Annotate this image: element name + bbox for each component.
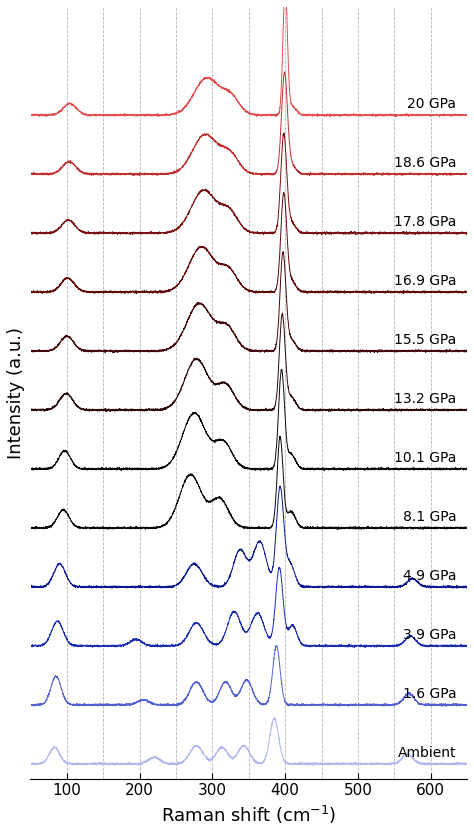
- Text: 3.9 GPa: 3.9 GPa: [402, 628, 456, 642]
- Text: 13.2 GPa: 13.2 GPa: [394, 392, 456, 407]
- Text: 17.8 GPa: 17.8 GPa: [394, 216, 456, 229]
- Y-axis label: Intensity (a.u.): Intensity (a.u.): [7, 327, 25, 459]
- Text: 8.1 GPa: 8.1 GPa: [402, 511, 456, 524]
- Text: Ambient: Ambient: [398, 746, 456, 761]
- X-axis label: Raman shift (cm$^{-1}$): Raman shift (cm$^{-1}$): [161, 804, 337, 826]
- Text: 16.9 GPa: 16.9 GPa: [393, 274, 456, 288]
- Text: 10.1 GPa: 10.1 GPa: [394, 451, 456, 466]
- Text: 20 GPa: 20 GPa: [407, 97, 456, 112]
- Text: 1.6 GPa: 1.6 GPa: [402, 687, 456, 701]
- Text: 15.5 GPa: 15.5 GPa: [394, 333, 456, 347]
- Text: 18.6 GPa: 18.6 GPa: [393, 157, 456, 171]
- Text: 4.9 GPa: 4.9 GPa: [402, 569, 456, 583]
